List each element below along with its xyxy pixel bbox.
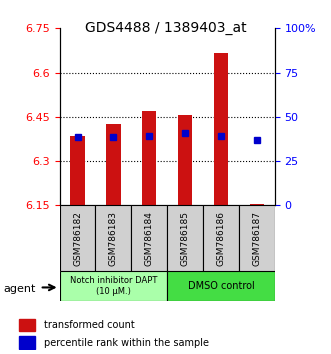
FancyBboxPatch shape	[131, 205, 167, 271]
Text: DMSO control: DMSO control	[188, 281, 254, 291]
Bar	[142, 111, 157, 205]
Text: GSM786186: GSM786186	[216, 211, 225, 266]
Bar	[178, 115, 192, 205]
FancyBboxPatch shape	[95, 205, 131, 271]
Text: percentile rank within the sample: percentile rank within the sample	[44, 338, 209, 348]
Bar	[70, 136, 85, 205]
Bar	[19, 336, 34, 349]
Text: Notch inhibitor DAPT
(10 μM.): Notch inhibitor DAPT (10 μM.)	[70, 276, 157, 296]
FancyBboxPatch shape	[60, 271, 167, 301]
Bar	[106, 124, 120, 205]
Text: GSM786182: GSM786182	[73, 211, 82, 266]
Text: GSM786187: GSM786187	[252, 211, 261, 266]
Bar	[250, 204, 264, 205]
Text: agent: agent	[3, 284, 36, 293]
Bar	[214, 53, 228, 205]
FancyBboxPatch shape	[167, 271, 275, 301]
FancyBboxPatch shape	[239, 205, 275, 271]
Text: GSM786185: GSM786185	[181, 211, 190, 266]
FancyBboxPatch shape	[60, 205, 95, 271]
Bar	[19, 319, 34, 331]
FancyBboxPatch shape	[203, 205, 239, 271]
FancyBboxPatch shape	[167, 205, 203, 271]
Text: transformed count: transformed count	[44, 320, 134, 330]
Text: GDS4488 / 1389403_at: GDS4488 / 1389403_at	[85, 21, 246, 35]
Text: GSM786184: GSM786184	[145, 211, 154, 266]
Text: GSM786183: GSM786183	[109, 211, 118, 266]
